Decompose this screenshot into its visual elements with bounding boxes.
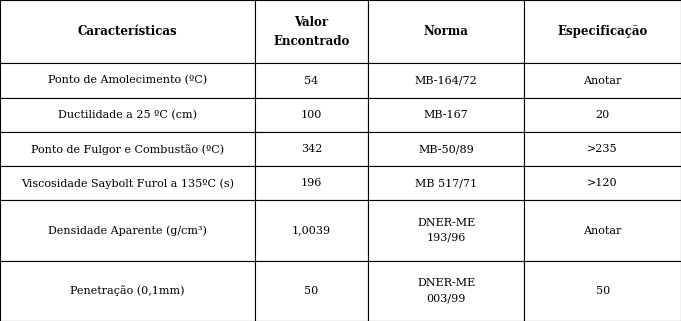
Text: Viscosidade Saybolt Furol a 135ºC (s): Viscosidade Saybolt Furol a 135ºC (s) (21, 178, 234, 189)
Text: 196: 196 (301, 178, 322, 188)
Text: Ponto de Fulgor e Combustão (ºC): Ponto de Fulgor e Combustão (ºC) (31, 144, 224, 154)
Text: Características: Características (78, 25, 178, 38)
Bar (524, 132, 681, 166)
Text: MB 517/71: MB 517/71 (415, 178, 477, 188)
Text: >120: >120 (588, 178, 618, 188)
Text: >235: >235 (588, 144, 618, 154)
Text: Densidade Aparente (g/cm³): Densidade Aparente (g/cm³) (48, 225, 207, 236)
Bar (255, 166, 368, 201)
Bar (524, 0, 681, 64)
Bar (368, 132, 524, 166)
Text: Ductilidade a 25 ºC (cm): Ductilidade a 25 ºC (cm) (58, 110, 197, 120)
Text: DNER-ME
003/99: DNER-ME 003/99 (417, 278, 475, 303)
Text: Ponto de Amolecimento (ºC): Ponto de Amolecimento (ºC) (48, 75, 207, 86)
Text: Valor
Encontrado: Valor Encontrado (273, 16, 350, 48)
Bar (255, 64, 368, 98)
Bar (368, 64, 524, 98)
Bar (524, 98, 681, 132)
Bar (0, 0, 255, 64)
Bar (524, 261, 681, 321)
Text: 100: 100 (301, 110, 322, 120)
Text: Anotar: Anotar (584, 226, 622, 236)
Bar (368, 0, 524, 64)
Text: MB-164/72: MB-164/72 (415, 75, 477, 86)
Bar (0, 98, 255, 132)
Bar (0, 261, 255, 321)
Bar (368, 261, 524, 321)
Bar (368, 201, 524, 261)
Bar (368, 98, 524, 132)
Bar (255, 261, 368, 321)
Text: 1,0039: 1,0039 (292, 226, 331, 236)
Text: Norma: Norma (424, 25, 469, 38)
Bar (0, 132, 255, 166)
Bar (255, 98, 368, 132)
Bar (368, 166, 524, 201)
Bar (255, 201, 368, 261)
Text: 20: 20 (596, 110, 609, 120)
Text: 50: 50 (596, 286, 609, 296)
Bar (255, 132, 368, 166)
Text: 50: 50 (304, 286, 319, 296)
Bar (0, 64, 255, 98)
Text: DNER-ME
193/96: DNER-ME 193/96 (417, 218, 475, 243)
Text: Anotar: Anotar (584, 75, 622, 86)
Bar (524, 166, 681, 201)
Bar (524, 201, 681, 261)
Text: Penetração (0,1mm): Penetração (0,1mm) (70, 285, 185, 296)
Bar (524, 64, 681, 98)
Text: MB-50/89: MB-50/89 (418, 144, 474, 154)
Bar (255, 0, 368, 64)
Text: 342: 342 (301, 144, 322, 154)
Bar (0, 166, 255, 201)
Text: 54: 54 (304, 75, 319, 86)
Bar (0, 201, 255, 261)
Text: MB-167: MB-167 (424, 110, 469, 120)
Text: Especificação: Especificação (558, 25, 648, 38)
